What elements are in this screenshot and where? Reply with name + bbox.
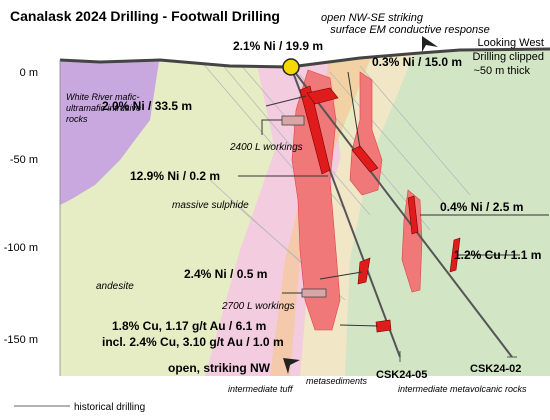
view-note-line2: Drilling clipped xyxy=(472,51,544,63)
orange-band-unit xyxy=(270,55,372,376)
hole-label-csk24-02: CSK24-02 xyxy=(470,363,521,375)
andesite-label: andesite xyxy=(96,281,134,292)
intercept-collar xyxy=(306,87,339,105)
intercept-0-3-ni xyxy=(351,145,379,173)
open-nw-arrow-icon xyxy=(283,358,300,374)
depth-tick-150: -150 m xyxy=(4,334,38,346)
em-response-line2: surface EM conductive response xyxy=(330,24,490,36)
open-striking-nw-label: open, striking NW xyxy=(168,361,271,375)
view-note-line1: Looking West xyxy=(478,37,544,49)
intercept-label-cu-au-2: incl. 2.4% Cu, 3.10 g/t Au / 1.0 m xyxy=(102,335,284,349)
intercept-label-collar: 2.1% Ni / 19.9 m xyxy=(233,39,323,53)
workings-2400-box xyxy=(281,115,305,126)
massive-sulphide-body xyxy=(291,69,341,331)
intercepts xyxy=(299,85,461,333)
metavolcanic-unit xyxy=(345,49,550,376)
depth-tick-0: 0 m xyxy=(20,67,38,79)
intercept-upper-long xyxy=(299,85,331,175)
intercept-label-cu-au-1: 1.8% Cu, 1.17 g/t Au / 6.1 m xyxy=(112,319,266,333)
hole-label-csk24-05: CSK24-05 xyxy=(376,369,427,381)
intercept-0-4-ni xyxy=(407,195,419,235)
view-note-line3: ~50 m thick xyxy=(473,65,530,77)
intercept-label-1-2-cu: 1.2% Cu / 1.1 m xyxy=(454,248,541,262)
drillhole-csk24-02 xyxy=(290,66,513,358)
white-river-label-3: rocks xyxy=(66,114,88,124)
workings-2700-box xyxy=(301,288,327,298)
white-river-label-2: ultramafic intrusive xyxy=(66,103,141,113)
intercept-label-2-4-ni: 2.4% Ni / 0.5 m xyxy=(184,267,267,281)
intercept-label-0-3-ni: 0.3% Ni / 15.0 m xyxy=(372,55,462,69)
legend-historical-label: historical drilling xyxy=(74,402,145,413)
workings-2400-leader xyxy=(261,119,282,135)
white-river-label-1: White River mafic- xyxy=(66,92,140,102)
em-strike-arrow-icon xyxy=(422,36,438,52)
diagram-title: Canalask 2024 Drilling - Footwall Drilli… xyxy=(10,8,280,24)
intercept-label-0-4-ni: 0.4% Ni / 2.5 m xyxy=(440,200,523,214)
sulphide-pod-right xyxy=(401,189,423,293)
white-river-unit xyxy=(60,55,160,205)
metavolcanic-label: intermediate metavolcanic rocks xyxy=(398,384,527,394)
workings-2400-label: 2400 L workings xyxy=(229,142,303,153)
intercept-1-2-cu xyxy=(449,237,461,273)
intercept-2-4-ni xyxy=(357,257,371,285)
leader-lines xyxy=(238,71,549,327)
intercept-cu-au xyxy=(375,319,392,333)
intercept-label-2-0-ni: 2.0% Ni / 33.5 m xyxy=(102,99,192,113)
drill-collar-marker xyxy=(282,58,300,76)
intermediate-tuff-label: intermediate tuff xyxy=(228,384,294,394)
massive-sulphide-label: massive sulphide xyxy=(172,200,249,211)
workings-2700-label: 2700 L workings xyxy=(221,301,295,312)
depth-tick-50: -50 m xyxy=(10,154,38,166)
intercept-label-12-9-ni: 12.9% Ni / 0.2 m xyxy=(130,169,220,183)
depth-tick-100: -100 m xyxy=(4,242,38,254)
metasediments-label: metasediments xyxy=(306,376,368,386)
em-response-line1: open NW-SE striking xyxy=(321,12,424,24)
